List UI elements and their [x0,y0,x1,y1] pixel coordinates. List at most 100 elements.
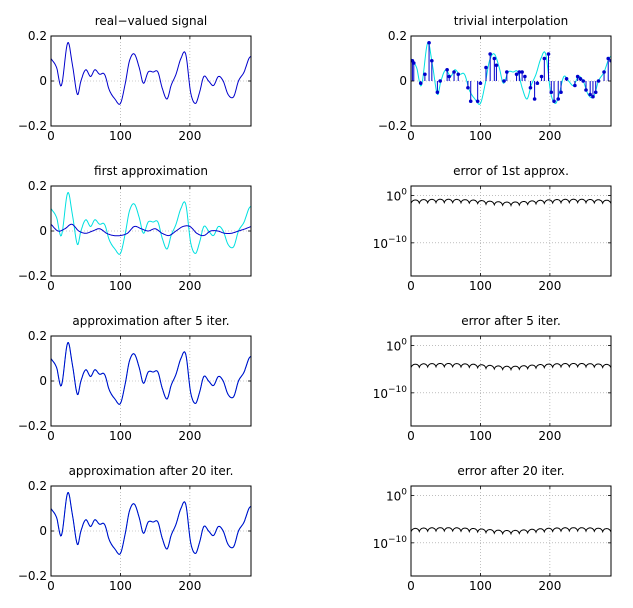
x-tick-label: 100 [469,579,492,593]
stem-point-12 [456,72,461,77]
stem-point-38 [573,83,577,88]
y-tick-label-exponent: −10 [388,535,407,545]
series-line-1 [411,198,611,207]
chart-title: real−valued signal [95,14,208,28]
chart-title: error after 20 iter. [457,464,564,478]
y-tick-label: 0.2 [28,29,47,43]
chart-data [51,41,251,105]
chart-data [411,527,611,536]
y-tick-label-exponent: 0 [401,487,407,497]
y-tick-label: 10−10 [373,235,408,251]
x-tick-label: 100 [469,429,492,443]
series-line-1 [51,491,251,555]
stem-point-47 [602,70,606,74]
y-tick-label: 0.2 [28,329,47,343]
y-tick-label-exponent: −10 [388,235,407,245]
stem-point-13 [466,85,470,90]
stem-point-30 [539,74,544,79]
stem-point-34 [552,99,556,104]
stem-point-27 [528,85,533,90]
stem-point-23 [514,72,519,77]
stem-point-21 [502,79,506,83]
stem-point-43 [588,92,592,97]
axes-box [410,485,612,577]
stem-point-31 [542,56,547,61]
stem-point-26 [523,74,527,79]
stem-point-18 [488,52,492,56]
y-tick-label-base: 10 [386,339,401,353]
chart-data [411,40,611,105]
y-tick-label: −0.2 [18,269,47,283]
stem-point-37 [564,76,569,81]
series-line-1 [51,341,251,405]
x-tick-label: 200 [538,279,561,293]
x-tick-label: 0 [47,279,55,293]
x-tick-label: 200 [538,579,561,593]
stem-point-2 [411,61,416,65]
y-tick-label: 0 [399,74,407,88]
axes-box [410,335,612,427]
y-tick-label: 0.2 [28,479,47,493]
chart-panel-5: approximation after 5 iter.0 100 200−0.200… [18,314,252,443]
x-tick-label: 0 [407,579,415,593]
chart-data [51,191,251,255]
chart-title: approximation after 5 iter. [72,314,229,328]
y-tick-label-base: 10 [386,189,401,203]
series-line-2 [51,223,251,237]
y-tick-label-exponent: −10 [388,385,407,395]
x-tick-label: 0 [47,129,55,143]
chart-title: error of 1st approx. [453,164,569,178]
x-tick-label: 200 [538,429,561,443]
x-tick-label: 200 [178,429,201,443]
x-tick-label: 100 [109,129,132,143]
y-tick-label-base: 10 [373,537,388,551]
chart-title: approximation after 20 iter. [69,464,234,478]
chart-panel-7: approximation after 20 iter.0 100 200−0.20… [18,464,252,593]
stem-point-29 [535,81,540,86]
stem-point-11 [452,70,456,74]
y-tick-label: −0.2 [378,119,407,133]
stem-point-39 [575,74,580,79]
stem-point-7 [435,90,440,95]
stem-point-17 [484,65,488,70]
y-tick-label: 0 [39,224,47,238]
x-tick-label: 0 [407,279,415,293]
series-line-1 [51,191,251,255]
y-tick-label: 10−10 [373,385,408,401]
x-tick-label: 100 [469,279,492,293]
stem-point-32 [546,52,551,56]
stem-point-28 [532,97,537,101]
y-tick-label: 0 [39,74,47,88]
stem-point-14 [468,99,473,104]
series-line-1 [411,527,611,536]
y-tick-label: 0.2 [388,29,407,43]
stem-point-22 [505,70,509,74]
stem-point-42 [584,88,588,92]
chart-title: first approximation [94,164,208,178]
y-tick-label: −0.2 [18,419,47,433]
y-tick-label: 0.2 [28,179,47,193]
chart-data [51,491,251,555]
x-tick-label: 100 [109,429,132,443]
x-tick-label: 0 [47,579,55,593]
stem-point-8 [438,79,442,83]
axes-box [410,185,612,277]
stem-point-15 [475,99,480,104]
stem-point-4 [423,72,427,77]
stem-point-35 [556,97,561,101]
stem-point-36 [559,90,563,95]
y-tick-label: 0 [39,524,47,538]
chart-data [51,341,251,405]
y-tick-label-base: 10 [386,489,401,503]
x-tick-label: 0 [407,129,415,143]
x-tick-label: 100 [469,129,492,143]
stem-point-24 [517,70,522,74]
chart-title: error after 5 iter. [461,314,561,328]
stem-point-25 [520,70,524,74]
series-line-1 [51,41,251,105]
y-tick-label: 100 [386,487,407,503]
series-line-1 [411,363,611,372]
